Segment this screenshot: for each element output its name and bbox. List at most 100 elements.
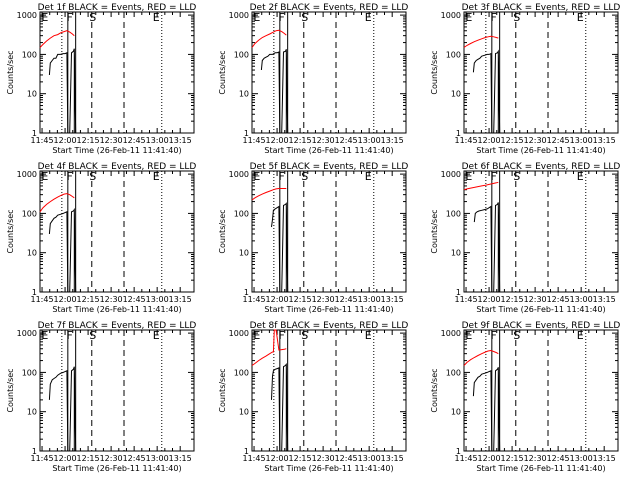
x-tick-label: 12:45	[123, 136, 146, 145]
x-tick-label: 12:00	[478, 454, 501, 463]
y-tick-label: 10	[239, 90, 249, 99]
x-tick-label: 11:45	[455, 454, 478, 463]
events-series-line	[473, 202, 501, 293]
x-axis-label: Start Time (26-Feb-11 11:41:40)	[52, 464, 181, 473]
y-tick-label: 1000	[229, 11, 249, 20]
events-series-line	[48, 366, 77, 452]
chart-panel-5: Det 5f BLACK = Events, RED = LLD 1 10 100 10…	[218, 162, 408, 314]
x-tick-label: 12:15	[77, 136, 100, 145]
x-tick-label: 13:15	[381, 295, 404, 304]
y-axis-label: Counts/sec	[6, 368, 15, 412]
y-tick-label: 100	[22, 368, 37, 377]
plot-frame	[463, 329, 619, 452]
zone-label: F	[491, 329, 497, 342]
y-axis-label: Counts/sec	[218, 368, 227, 412]
plot-frame	[463, 11, 619, 134]
y-tick-label: 1	[244, 288, 249, 297]
zone-label: S	[89, 170, 96, 183]
x-tick-label: 13:00	[146, 136, 169, 145]
events-series-line	[260, 49, 289, 134]
x-tick-label: 13:15	[381, 136, 404, 145]
x-axis-label: Start Time (26-Feb-11 11:41:40)	[476, 146, 605, 155]
x-tick-label: 12:30	[312, 295, 335, 304]
x-tick-label: 12:30	[524, 454, 547, 463]
chart-title: Det 4f BLACK = Events, RED = LLD	[38, 162, 197, 172]
plot-frame	[39, 170, 195, 293]
y-tick-label: 10	[27, 408, 37, 417]
y-tick-label: 1	[456, 129, 461, 138]
x-tick-label: 11:45	[31, 136, 54, 145]
x-axis-label: Start Time (26-Feb-11 11:41:40)	[476, 305, 605, 314]
zone-label: S	[301, 170, 308, 183]
x-tick-label: 12:30	[312, 454, 335, 463]
events-series-line	[472, 49, 501, 134]
y-tick-label: 100	[234, 368, 249, 377]
zone-label: E	[41, 170, 48, 183]
y-axis-label: Counts/sec	[430, 209, 439, 253]
x-tick-label: 13:00	[358, 136, 381, 145]
y-axis-label: Counts/sec	[6, 50, 15, 94]
lld-series-line	[463, 35, 499, 48]
x-tick-label: 12:00	[266, 295, 289, 304]
x-tick-label: 12:00	[54, 136, 77, 145]
x-tick-label: 12:00	[54, 295, 77, 304]
x-tick-label: 13:15	[169, 454, 192, 463]
y-tick-label: 1000	[229, 329, 249, 338]
zone-label: E	[577, 11, 584, 24]
y-tick-label: 1000	[17, 11, 37, 20]
x-tick-label: 12:15	[501, 454, 524, 463]
y-tick-label: 1000	[441, 170, 461, 179]
x-axis-label: Start Time (26-Feb-11 11:41:40)	[264, 305, 393, 314]
x-tick-label: 11:45	[243, 454, 266, 463]
x-tick-label: 13:15	[169, 295, 192, 304]
x-tick-label: 12:15	[289, 295, 312, 304]
x-axis-label: Start Time (26-Feb-11 11:41:40)	[52, 146, 181, 155]
zone-label: E	[153, 170, 160, 183]
zone-label: F	[279, 11, 285, 24]
x-tick-label: 13:00	[146, 454, 169, 463]
x-tick-label: 11:45	[455, 136, 478, 145]
y-tick-label: 1	[456, 288, 461, 297]
y-tick-label: 1000	[441, 329, 461, 338]
x-tick-label: 13:00	[146, 295, 169, 304]
x-tick-label: 11:45	[243, 136, 266, 145]
zone-label: E	[577, 329, 584, 342]
lld-series-line	[463, 181, 499, 191]
y-axis-label: Counts/sec	[218, 209, 227, 253]
x-tick-label: 12:45	[335, 454, 358, 463]
x-tick-label: 13:00	[570, 295, 593, 304]
events-series-line	[48, 48, 77, 134]
x-tick-label: 13:00	[570, 454, 593, 463]
plot-frame	[463, 170, 619, 293]
y-tick-label: 10	[451, 90, 461, 99]
chart-title: Det 8f BLACK = Events, RED = LLD	[250, 321, 409, 331]
chart-panel-6: Det 6f BLACK = Events, RED = LLD 1 10 100 10…	[430, 162, 620, 314]
y-tick-label: 100	[22, 209, 37, 218]
x-tick-label: 12:45	[547, 136, 570, 145]
y-tick-label: 1	[32, 288, 37, 297]
y-tick-label: 1000	[17, 329, 37, 338]
x-tick-label: 12:00	[478, 136, 501, 145]
y-tick-label: 10	[239, 249, 249, 258]
y-axis-label: Counts/sec	[430, 368, 439, 412]
y-tick-label: 100	[234, 209, 249, 218]
x-axis-label: Start Time (26-Feb-11 11:41:40)	[264, 146, 393, 155]
lld-series-line	[251, 29, 287, 48]
x-tick-label: 12:00	[266, 454, 289, 463]
zone-label: S	[301, 329, 308, 342]
y-tick-label: 1	[244, 447, 249, 456]
zone-label: E	[465, 11, 472, 24]
chart-panel-8: Det 8f BLACK = Events, RED = LLD 1 10 100 10…	[218, 321, 408, 473]
x-tick-label: 11:45	[31, 295, 54, 304]
zone-label: S	[89, 329, 96, 342]
chart-panel-3: Det 3f BLACK = Events, RED = LLD 1 10 100 10…	[430, 3, 620, 155]
zone-label: S	[513, 170, 520, 183]
x-tick-label: 12:15	[77, 295, 100, 304]
x-tick-label: 12:00	[266, 136, 289, 145]
plot-frame	[251, 329, 407, 452]
x-tick-label: 11:45	[243, 295, 266, 304]
lld-series-line	[251, 329, 287, 366]
events-series-line	[271, 202, 289, 293]
x-tick-label: 11:45	[455, 295, 478, 304]
